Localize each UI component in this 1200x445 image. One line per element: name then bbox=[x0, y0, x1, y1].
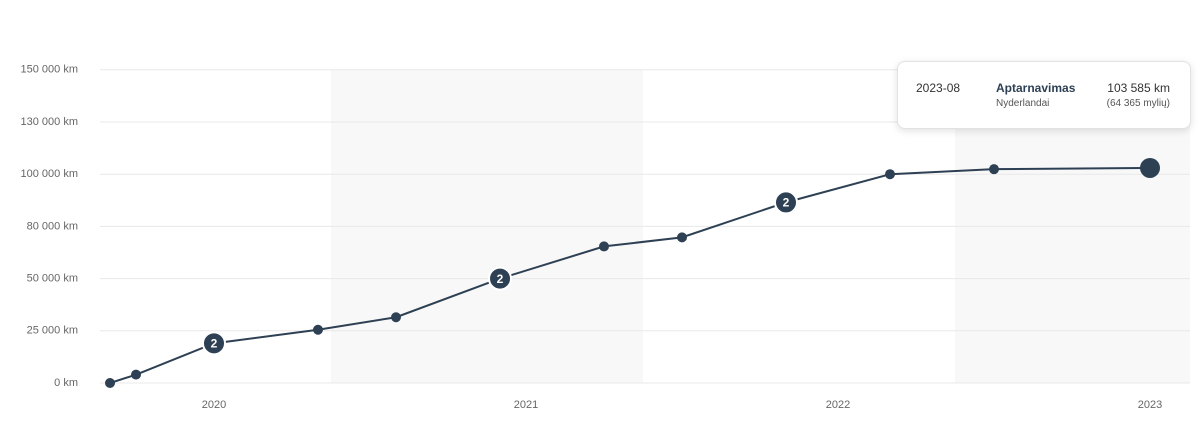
point-count: 2 bbox=[783, 196, 790, 210]
point-count: 2 bbox=[211, 336, 218, 350]
point bbox=[599, 241, 609, 252]
tooltip-subtitle: Nyderlandai bbox=[996, 98, 1050, 109]
point bbox=[202, 331, 226, 356]
y-tick-label: 80 000 km bbox=[27, 220, 78, 232]
point bbox=[1140, 157, 1160, 178]
x-tick-label: 2021 bbox=[514, 399, 538, 411]
point bbox=[131, 369, 141, 380]
tooltip-miles: (64 365 mylių) bbox=[1106, 98, 1170, 109]
tooltip-date: 2023-08 bbox=[916, 81, 961, 95]
y-tick-label: 100 000 km bbox=[21, 168, 78, 180]
point-count: 2 bbox=[497, 272, 504, 286]
point bbox=[885, 169, 895, 180]
x-tick-label: 2020 bbox=[202, 399, 226, 411]
point bbox=[313, 324, 323, 335]
y-tick-label: 50 000 km bbox=[27, 273, 78, 285]
x-tick-label: 2023 bbox=[1138, 399, 1162, 411]
line bbox=[109, 166, 1151, 384]
tooltip-title: Aptarnavimas bbox=[996, 81, 1076, 95]
tooltip: 2023-08 Aptarnavimas Nyderlandai 103 585… bbox=[897, 61, 1191, 129]
point bbox=[774, 190, 798, 215]
y-tick-label: 130 000 km bbox=[21, 116, 78, 128]
point bbox=[488, 266, 512, 291]
y-tick-label: 0 km bbox=[54, 377, 78, 389]
x-tick-label: 2022 bbox=[826, 399, 850, 411]
point bbox=[677, 232, 687, 243]
y-tick-label: 25 000 km bbox=[27, 325, 78, 337]
point bbox=[105, 378, 115, 388]
point bbox=[989, 164, 999, 175]
tooltip-value: 103 585 km bbox=[1107, 81, 1170, 95]
point bbox=[391, 312, 401, 323]
y-tick-label: 150 000 km bbox=[21, 64, 78, 76]
